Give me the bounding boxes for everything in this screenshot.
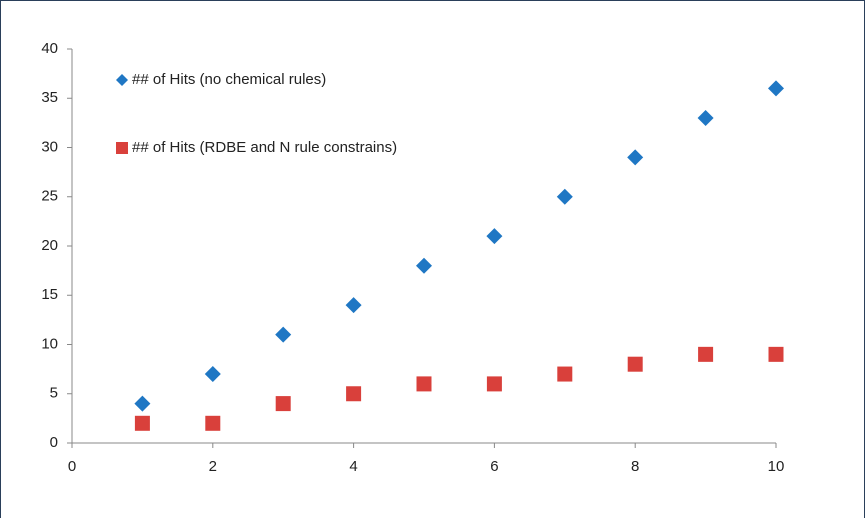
data-point [345,297,362,314]
data-point [486,376,502,392]
data-point [346,386,362,402]
data-point [275,326,292,343]
data-point [768,80,784,97]
data-point [204,366,221,383]
data-point [134,415,150,431]
x-tick-label: 8 [631,458,639,475]
x-tick-label: 0 [68,458,76,475]
data-point [205,415,221,431]
data-point [416,376,432,392]
y-tick-label: 10 [41,335,58,352]
y-tick-label: 40 [41,40,58,57]
data-point [627,356,643,372]
x-tick-label: 4 [349,458,357,475]
legend-marker [116,142,128,154]
data-point [697,109,714,126]
legend-label: ## of Hits (no chemical rules) [132,71,326,88]
legend-marker [116,74,128,86]
y-tick-label: 15 [41,286,58,303]
data-point [698,346,714,362]
y-tick-label: 30 [41,138,58,155]
data-point [416,257,432,274]
legend-label: ## of Hits (RDBE and N rule constrains) [132,139,397,156]
y-tick-label: 25 [41,188,58,205]
x-tick-label: 2 [209,458,217,475]
y-tick-label: 20 [41,237,58,254]
data-point [275,396,291,412]
x-tick-label: 10 [768,458,785,475]
data-point [557,366,573,382]
data-point [768,346,784,362]
data-point [486,228,503,245]
y-tick-label: 5 [50,385,58,402]
y-tick-label: 35 [41,89,58,106]
x-tick-label: 6 [490,458,498,475]
data-point [627,149,644,166]
y-tick-label: 0 [50,434,58,451]
data-point [556,188,573,205]
data-point [134,395,151,412]
